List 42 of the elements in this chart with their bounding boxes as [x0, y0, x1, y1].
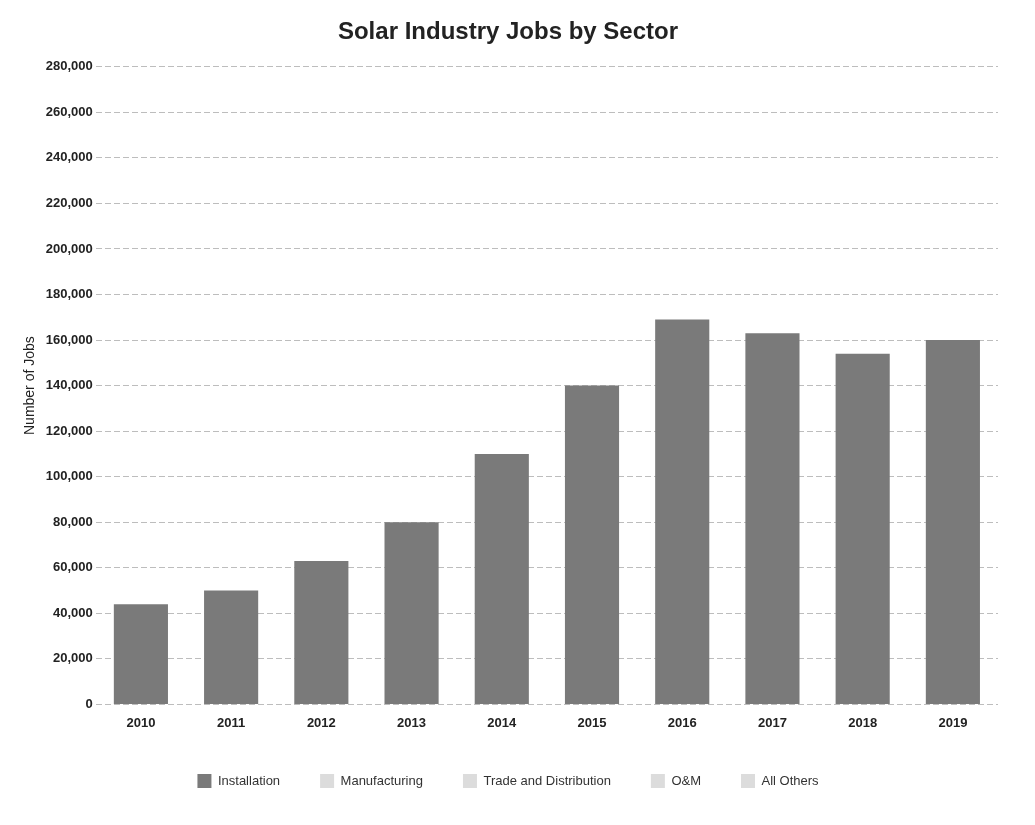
y-tick-label: 240,000: [45, 149, 93, 165]
bar: [113, 604, 168, 704]
x-tick-label: 2010: [126, 714, 156, 730]
bar: [294, 560, 349, 704]
x-tick-label: 2017: [757, 714, 787, 730]
x-tick-label: 2012: [306, 714, 336, 730]
y-tick-label: 120,000: [45, 422, 93, 438]
y-tick-label: 80,000: [53, 513, 93, 529]
y-tick-label: 200,000: [45, 240, 93, 256]
y-tick-label: 180,000: [45, 286, 93, 302]
y-tick-label: 260,000: [45, 103, 93, 119]
legend-label: Installation: [217, 772, 281, 788]
x-tick-label: 2016: [667, 714, 697, 730]
y-tick-label: 160,000: [45, 331, 93, 347]
bar: [204, 590, 259, 704]
bar: [564, 385, 620, 704]
y-tick-label: 100,000: [45, 468, 93, 484]
y-tick-label: 40,000: [53, 604, 93, 620]
bar: [835, 353, 890, 704]
x-tick-label: 2018: [848, 714, 878, 730]
legend-label: O&M: [671, 772, 702, 788]
y-tick-label: 280,000: [45, 58, 93, 74]
x-tick-label: 2013: [397, 714, 427, 730]
y-tick-label: 0: [85, 695, 93, 711]
x-tick-label: 2015: [577, 714, 607, 730]
legend-label: All Others: [761, 772, 820, 788]
y-tick-label: 20,000: [53, 650, 93, 666]
x-tick-label: 2014: [487, 714, 518, 730]
bar: [925, 340, 980, 704]
y-tick-label: 220,000: [45, 195, 93, 211]
y-tick-label: 140,000: [45, 377, 93, 393]
bar: [745, 333, 800, 704]
x-tick-label: 2011: [217, 714, 246, 730]
y-tick-label: 60,000: [53, 559, 93, 575]
bar: [655, 319, 710, 704]
x-tick-label: 2019: [938, 714, 968, 730]
legend-label: Manufacturing: [340, 772, 423, 788]
legend-label: Trade and Distribution: [483, 772, 611, 788]
chart-title: Solar Industry Jobs by Sector: [337, 17, 679, 45]
bar: [474, 453, 529, 704]
y-axis-title: Number of Jobs: [21, 336, 38, 436]
bar: [384, 522, 439, 704]
